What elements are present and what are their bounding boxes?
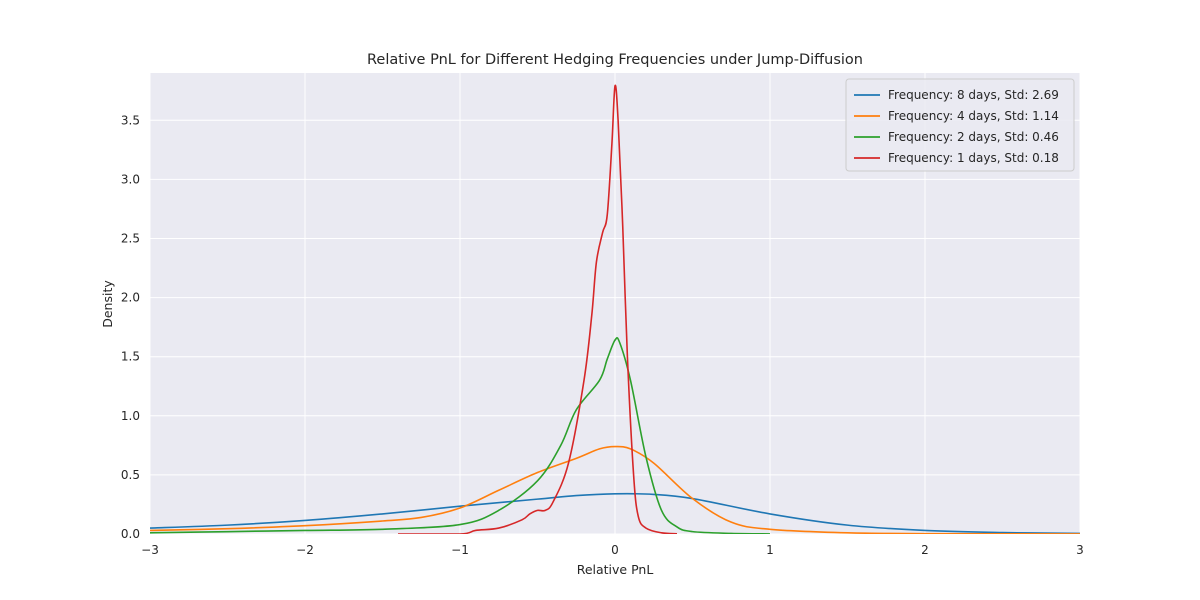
y-tick-label: 1.5 [121,350,140,364]
x-tick-labels: −3 −2 −1 0 1 2 3 [141,543,1084,557]
y-axis-label: Density [100,280,115,328]
legend-entry-label: Frequency: 4 days, Std: 1.14 [888,109,1059,123]
y-tick-label: 0.5 [121,468,140,482]
x-tick-label: 0 [611,543,619,557]
x-tick-label: −3 [141,543,159,557]
series-line-1 [150,492,1080,534]
x-gridlines [149,73,1081,534]
y-tick-label: 3.0 [121,172,140,186]
x-tick-label: 3 [1076,543,1084,557]
y-tick-label: 1.0 [121,409,140,423]
legend-entry-label: Frequency: 2 days, Std: 0.46 [888,130,1059,144]
x-tick-label: −1 [451,543,469,557]
y-tick-label: 2.0 [121,291,140,305]
series-line-3 [150,336,771,534]
y-tick-label: 0.0 [121,527,140,541]
x-tick-label: 1 [766,543,774,557]
y-gridlines [150,119,1080,535]
x-axis-label: Relative PnL [577,562,654,577]
legend: Frequency: 8 days, Std: 2.69 Frequency: 4… [845,78,1075,172]
y-tick-label: 3.5 [121,113,140,127]
legend-box [845,78,1075,172]
y-tick-labels: 0.0 0.5 1.0 1.5 2.0 2.5 3.0 3.5 [121,113,140,541]
series-line-2 [150,445,1080,534]
series-line-4 [398,84,678,534]
chart-title: Relative PnL for Different Hedging Frequ… [367,52,863,68]
x-tick-label: −2 [296,543,314,557]
legend-entry-label: Frequency: 1 days, Std: 0.18 [888,151,1059,165]
series-layer [150,84,1080,534]
legend-entry-label: Frequency: 8 days, Std: 2.69 [888,88,1059,102]
x-tick-label: 2 [921,543,929,557]
y-tick-label: 2.5 [121,231,140,245]
